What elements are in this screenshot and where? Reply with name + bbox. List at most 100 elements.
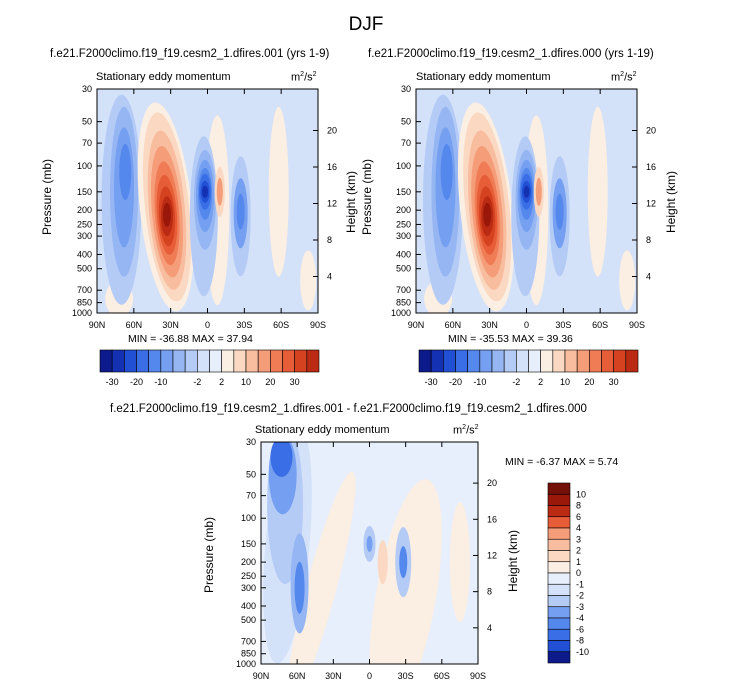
y-tick-label: 70	[82, 138, 92, 148]
y-tick-label: 150	[77, 187, 92, 197]
x-tick-label: 30N	[162, 320, 179, 330]
shading-contour	[523, 185, 530, 198]
height-tick-label: 20	[327, 125, 337, 135]
height-tick-label: 20	[646, 125, 656, 135]
colorbar-label: -30	[106, 377, 119, 387]
height-tick-label: 12	[327, 198, 337, 208]
height-tick-label: 16	[646, 162, 656, 172]
y-tick-label: 250	[396, 219, 411, 229]
y-tick-label: 400	[241, 601, 256, 611]
shading-contour	[366, 535, 373, 552]
panel1-field	[97, 89, 318, 313]
y-tick-label: 200	[77, 205, 92, 215]
x-tick-label: 90S	[629, 320, 645, 330]
y-tick-label: 850	[241, 649, 256, 659]
colorbar-box	[547, 561, 571, 574]
colorbar-label: -8	[576, 636, 584, 646]
height-tick-label: 12	[487, 550, 497, 560]
colorbar-box	[547, 572, 571, 585]
colorbar-box	[306, 349, 320, 373]
y-tick-label: 850	[396, 298, 411, 308]
colorbar-box	[547, 606, 571, 619]
x-tick-label: 0	[367, 671, 372, 681]
colorbar-1: -30 -20 -10 -2 2 10 20 30	[99, 349, 320, 387]
colorbar-box	[547, 482, 571, 495]
colorbar-label: -4	[576, 613, 584, 623]
y-tick-label: 30	[401, 84, 411, 94]
height-tick-label: 20	[487, 478, 497, 488]
y-tick-label: 250	[77, 219, 92, 229]
x-tick-label: 60S	[273, 320, 289, 330]
x-tick-label: 60N	[126, 320, 143, 330]
y-tick-label: 200	[396, 205, 411, 215]
x-tick-label: 30N	[325, 671, 342, 681]
panel1-case-title: f.e21.F2000climo.f19_f19.cesm2_1.dfires.…	[50, 48, 330, 60]
y-tick-label: 500	[77, 264, 92, 274]
x-tick-label: 90N	[253, 671, 270, 681]
colorbar-label: -2	[576, 591, 584, 601]
colorbar-label: 30	[609, 377, 619, 387]
height-tick-label: 8	[327, 235, 332, 245]
panel1-subtitle: Stationary eddy momentum	[96, 71, 231, 83]
colorbar-label: 20	[584, 377, 594, 387]
y-tick-label: 100	[396, 161, 411, 171]
height-tick-label: 4	[327, 271, 332, 281]
x-tick-label: 60S	[434, 671, 450, 681]
x-tick-label: 60N	[445, 320, 462, 330]
colorbar-label: -10	[576, 647, 589, 657]
y-tick-label: 1000	[236, 659, 256, 669]
colorbar-box	[547, 505, 571, 518]
shading-contour	[268, 106, 289, 277]
colorbar-label: -3	[576, 602, 584, 612]
y-tick-label: 30	[246, 437, 256, 447]
panel3-field	[261, 442, 478, 664]
colorbar-label: -20	[449, 377, 462, 387]
colorbar-box	[547, 628, 571, 641]
x-tick-label: 0	[524, 320, 529, 330]
y-tick-label: 500	[241, 615, 256, 625]
y-tick-label: 100	[241, 513, 256, 523]
y-tick-label: 100	[77, 161, 92, 171]
panel1-units: m2/s2	[291, 71, 317, 84]
colorbar-label: 2	[219, 377, 224, 387]
colorbar-box	[547, 595, 571, 608]
panel2-field	[416, 89, 637, 313]
panel3-units: m2/s2	[453, 424, 479, 437]
x-tick-label: 90S	[310, 320, 326, 330]
colorbar-label: -20	[130, 377, 143, 387]
x-tick-label: 30S	[236, 320, 252, 330]
colorbar-label: 4	[576, 523, 581, 533]
panel2-case-title: f.e21.F2000climo.f19_f19.cesm2_1.dfires.…	[368, 48, 654, 60]
shading-contour	[270, 442, 293, 477]
y-tick-label: 300	[77, 231, 92, 241]
y-tick-label: 150	[396, 187, 411, 197]
y-tick-label: 70	[246, 491, 256, 501]
shading-contour	[377, 540, 388, 585]
colorbar-box	[547, 651, 571, 664]
colorbar-label: 2	[576, 546, 581, 556]
colorbar-label: -1	[576, 579, 584, 589]
shading-contour	[587, 106, 608, 277]
shading-contour	[369, 479, 442, 664]
colorbar-box	[547, 538, 571, 551]
colorbar-box	[547, 617, 571, 630]
panel1-plot: 90N 60N 30N 0 30S 60S 90S 30 50 70 100 150 200 250 300…	[72, 84, 337, 387]
colorbar-label: 1	[576, 557, 581, 567]
colorbar-label: 20	[265, 377, 275, 387]
colorbar-label: 8	[576, 501, 581, 511]
height-tick-label: 4	[646, 271, 651, 281]
shading-contour	[440, 143, 453, 200]
shading-contour	[119, 143, 132, 200]
colorbar-label: 3	[576, 534, 581, 544]
shading-contour	[162, 202, 171, 227]
height-tick-label: 8	[646, 235, 651, 245]
y-tick-label: 50	[82, 117, 92, 127]
y-tick-label: 700	[77, 285, 92, 295]
x-tick-label: 30S	[398, 671, 414, 681]
colorbar-box	[547, 527, 571, 540]
panel2-min-max: MIN = -35.53 MAX = 39.36	[448, 333, 573, 345]
panel2-plot: 90N 60N 30N 0 30S 60S 90S 30 50 70 100 150 200 250 300…	[391, 84, 656, 387]
colorbar-label: -30	[425, 377, 438, 387]
